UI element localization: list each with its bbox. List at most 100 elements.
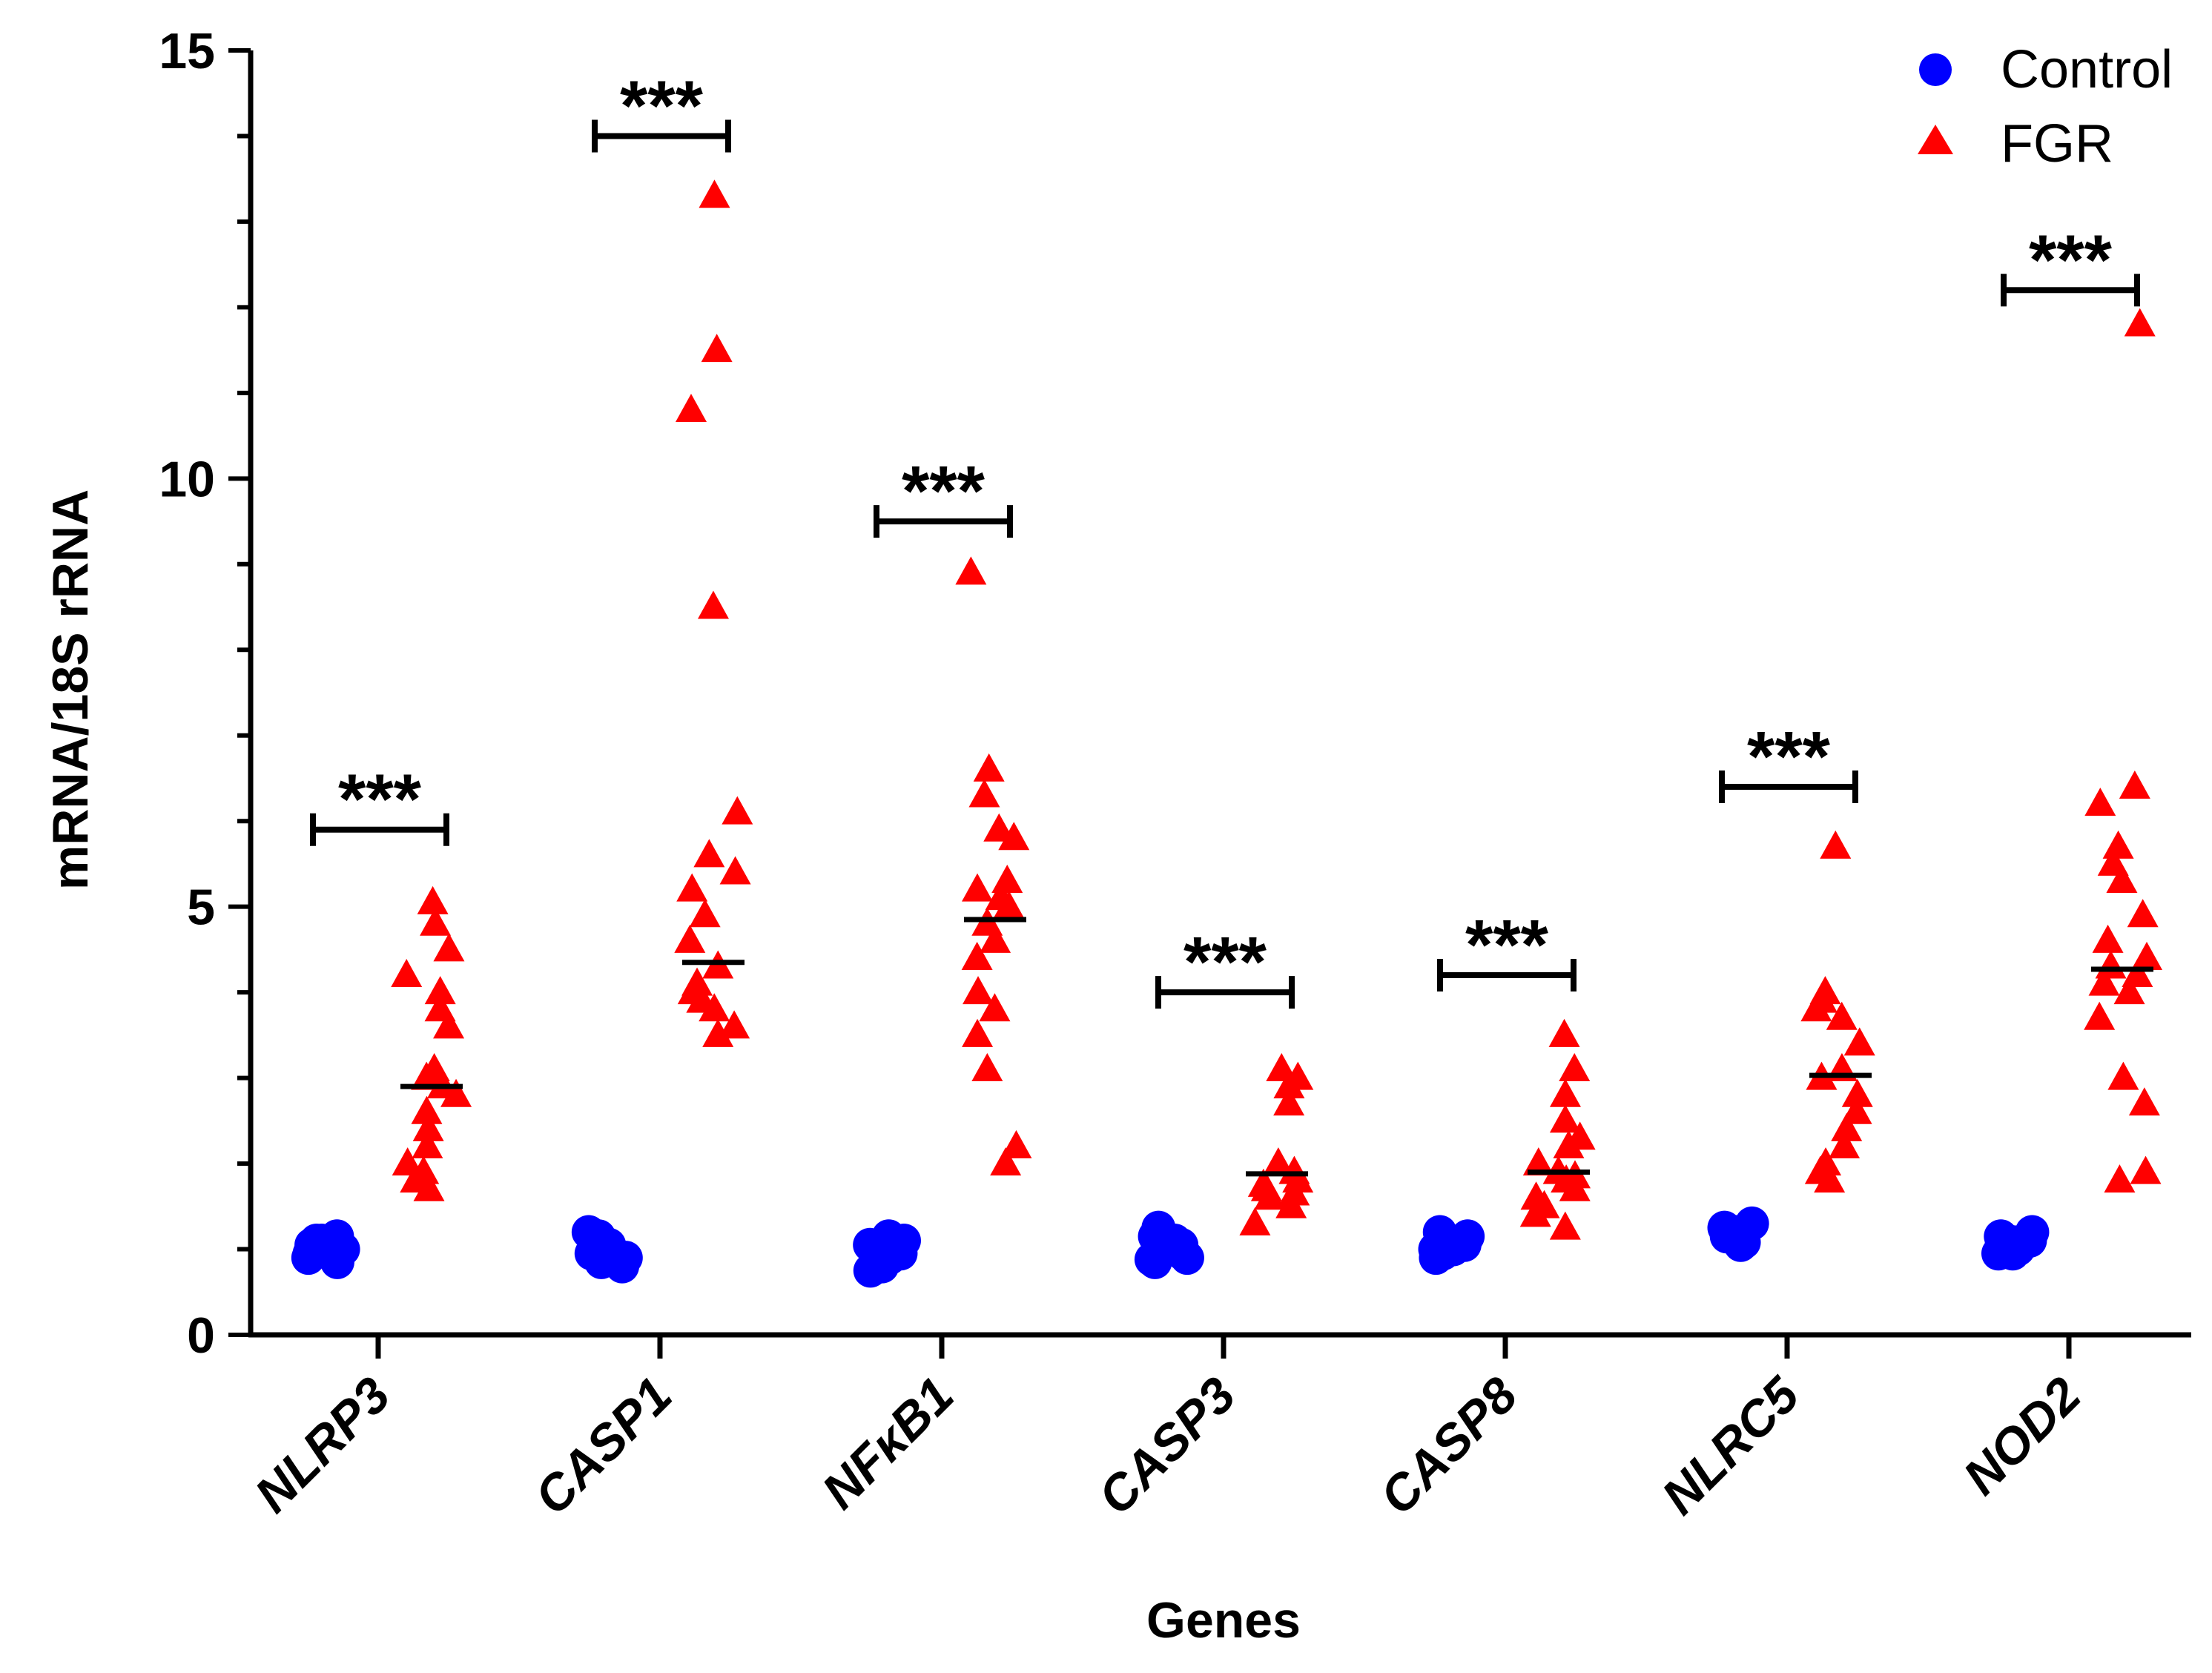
fgr-point	[417, 885, 449, 914]
significance-label: ***	[1465, 905, 1549, 985]
fgr-point	[2104, 1164, 2136, 1193]
y-tick-label: 0	[187, 1307, 215, 1364]
significance-annotations: *** *** *** *** *** *** ***	[310, 66, 2140, 1009]
significance-label: ***	[902, 452, 986, 531]
fgr-point	[1262, 1147, 1294, 1176]
fgr-point	[979, 993, 1011, 1022]
x-axis-title: Genes	[1146, 1592, 1301, 1649]
x-tick-label: CASP3	[1088, 1367, 1247, 1525]
fgr-point	[699, 993, 730, 1022]
fgr-point	[2128, 1087, 2160, 1116]
fgr-point	[1843, 1027, 1875, 1056]
fgr-point	[2106, 865, 2138, 894]
fgr-point	[424, 976, 456, 1005]
fgr-point	[962, 1018, 994, 1047]
legend-control-label: Control	[2001, 40, 2173, 99]
fgr-point	[1826, 1001, 1858, 1030]
fgr-point	[693, 839, 725, 868]
control-point	[883, 1236, 918, 1271]
fgr-point	[2124, 308, 2156, 337]
fgr-point	[420, 907, 452, 936]
x-tick-label: CASP1	[524, 1367, 683, 1525]
fgr-point	[1814, 1164, 1846, 1193]
x-tick-label: NOD2	[1952, 1367, 2091, 1505]
fgr-point	[433, 933, 465, 962]
fgr-point	[699, 179, 730, 208]
fgr-point	[2084, 1001, 2116, 1030]
fgr-point	[676, 393, 707, 422]
fgr-point	[719, 856, 751, 885]
fgr-point	[674, 924, 706, 953]
legend-fgr-label: FGR	[2001, 114, 2113, 174]
fgr-point	[1273, 1070, 1305, 1099]
control-point	[318, 1241, 353, 1276]
fgr-point	[689, 899, 721, 928]
fgr-point	[391, 959, 423, 988]
fgr-point	[2107, 1061, 2139, 1090]
fgr-point	[2084, 788, 2116, 816]
fgr-point	[1841, 1078, 1873, 1107]
fgr-point	[1549, 1078, 1581, 1107]
significance-label: ***	[1747, 717, 1831, 796]
legend-control-marker	[1919, 53, 1952, 86]
fgr-point	[1831, 1112, 1863, 1141]
fgr-point	[1278, 1177, 1310, 1206]
fgr-point	[411, 1061, 443, 1090]
control-point	[1996, 1225, 2031, 1260]
fgr-point	[697, 590, 729, 619]
fgr-point	[961, 941, 993, 970]
fgr-point	[1559, 1172, 1591, 1201]
fgr-point	[440, 1078, 472, 1107]
significance-label: ***	[2029, 220, 2113, 300]
fgr-point	[990, 1147, 1022, 1176]
fgr-point	[980, 924, 1011, 953]
fgr-point	[993, 890, 1025, 919]
fgr-point	[412, 1129, 443, 1158]
fgr-point	[1275, 1189, 1307, 1218]
fgr-point	[1239, 1207, 1271, 1235]
fgr-point	[719, 1010, 750, 1039]
significance-label: ***	[338, 760, 422, 839]
axes: 0 5 10 15 NLRP3 CASP1 NFκB1 CASP3 CASP8 NLRC5 NOD2	[159, 23, 2191, 1525]
fgr-point	[2088, 967, 2120, 996]
fgr-point	[2095, 950, 2127, 979]
fgr-point	[971, 1053, 1003, 1082]
fgr-point	[1820, 830, 1852, 859]
y-axis-title: mRNA/18S rRNA	[42, 489, 99, 890]
fgr-point	[983, 813, 1015, 842]
control-point	[1425, 1221, 1460, 1256]
fgr-point	[962, 873, 994, 902]
fgr-point	[2127, 899, 2159, 928]
fgr-point	[2092, 924, 2124, 953]
fgr-point	[991, 865, 1023, 894]
fgr-point	[433, 1010, 465, 1039]
x-tick-label: NLRC5	[1651, 1366, 1811, 1525]
legend-fgr-marker	[1918, 125, 1953, 154]
fgr-point	[1522, 1147, 1554, 1176]
fgr-point	[1519, 1198, 1551, 1227]
x-tick-label: CASP8	[1370, 1367, 1528, 1525]
significance-label: ***	[620, 66, 704, 145]
fgr-point	[1549, 1211, 1581, 1240]
significance-label: ***	[1183, 923, 1267, 1002]
legend: Control FGR	[1918, 40, 2173, 174]
fgr-point	[973, 753, 1005, 782]
fgr-point	[2102, 830, 2134, 859]
fgr-point	[2113, 976, 2145, 1005]
fgr-point	[2130, 1155, 2162, 1184]
fgr-point	[955, 556, 987, 585]
fgr-point	[1000, 1129, 1032, 1158]
fgr-point	[1553, 1129, 1585, 1158]
data-marks	[291, 179, 2163, 1288]
fgr-point	[413, 1172, 445, 1201]
fgr-point	[1800, 993, 1832, 1022]
fgr-point	[412, 1112, 444, 1141]
y-tick-label: 10	[159, 451, 215, 507]
fgr-point	[1254, 1181, 1286, 1210]
fgr-point	[676, 873, 708, 902]
control-point	[1144, 1232, 1179, 1267]
fgr-point	[2119, 770, 2150, 799]
fgr-point	[998, 822, 1030, 851]
x-tick-label: NLRP3	[244, 1367, 401, 1524]
